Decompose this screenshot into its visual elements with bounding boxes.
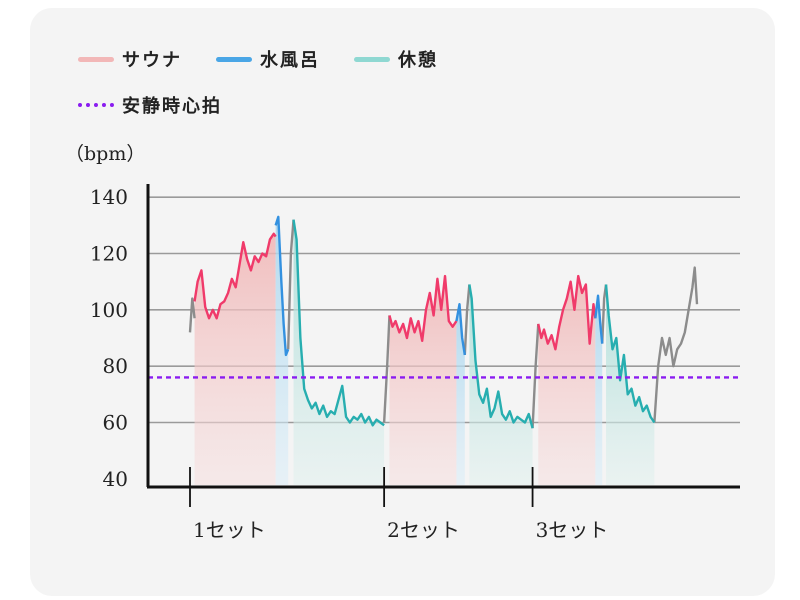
legend: サウナ 水風呂 休憩 安静時心拍 <box>78 44 472 120</box>
cold-bath-area-set2 <box>456 304 465 485</box>
sauna-area-set2 <box>389 276 457 485</box>
sauna-area-set1 <box>194 233 276 485</box>
hr-line-gray-before-set3 <box>531 323 540 429</box>
hr-line-cold-bath-set1 <box>274 215 290 357</box>
legend-item-sauna: サウナ <box>78 46 182 72</box>
x-category-label-3: 3セット <box>536 518 609 542</box>
hr-line-sauna-set2 <box>388 274 458 343</box>
rest-area-set2 <box>469 284 533 485</box>
legend-swatch-resting-hr <box>78 103 114 107</box>
hr-line-rest-set2 <box>468 284 534 429</box>
rest-area-set1 <box>293 219 385 485</box>
hr-line-rest-set3 <box>604 284 656 424</box>
sauna-area-set3 <box>538 276 596 485</box>
legend-label-cold-bath: 水風呂 <box>260 50 320 71</box>
legend-label-sauna: サウナ <box>122 50 182 71</box>
y-tick-label-140: 140 <box>90 185 128 209</box>
hr-line-cold-bath-set2 <box>455 303 467 356</box>
cold-bath-area-set3 <box>595 295 603 485</box>
y-tick-label-120: 120 <box>90 242 128 266</box>
legend-label-resting-hr: 安静時心拍 <box>122 96 222 117</box>
y-tick-label-40: 40 <box>103 467 128 491</box>
hr-line-rest-set1 <box>292 219 385 427</box>
legend-row-2: 安静時心拍 <box>78 90 472 120</box>
hr-line-sauna-set1 <box>193 232 277 320</box>
legend-swatch-rest <box>354 56 390 62</box>
legend-label-rest: 休憩 <box>398 50 438 71</box>
legend-swatch-cold-bath <box>216 56 252 62</box>
rest-area-set3 <box>606 284 655 485</box>
legend-item-resting-hr: 安静時心拍 <box>78 92 222 118</box>
hr-line-gray-before-set2 <box>382 315 391 423</box>
hr-line-gray-after-set3 <box>653 266 699 423</box>
cold-bath-area-set1 <box>275 216 289 485</box>
x-category-label-1: 1セット <box>193 518 266 542</box>
hr-line-cold-bath-set3 <box>594 294 604 344</box>
y-axis-unit-label: （bpm） <box>65 143 145 165</box>
legend-row-1: サウナ 水風呂 休憩 <box>78 44 472 74</box>
hr-line-gap-set3 <box>601 284 608 344</box>
y-tick-label-100: 100 <box>90 298 128 322</box>
legend-item-cold-bath: 水風呂 <box>216 46 320 72</box>
hr-line-sauna-set3 <box>537 274 597 351</box>
y-tick-label-80: 80 <box>103 354 128 378</box>
x-category-label-2: 2セット <box>387 518 460 542</box>
hr-line-gap-set1 <box>287 219 295 350</box>
chart-card <box>30 8 775 596</box>
legend-swatch-sauna <box>78 56 114 62</box>
hr-line-gap-set2 <box>463 284 471 355</box>
hr-line-gray-before-set1 <box>188 297 196 333</box>
y-tick-label-60: 60 <box>103 411 128 435</box>
legend-item-rest: 休憩 <box>354 46 438 72</box>
